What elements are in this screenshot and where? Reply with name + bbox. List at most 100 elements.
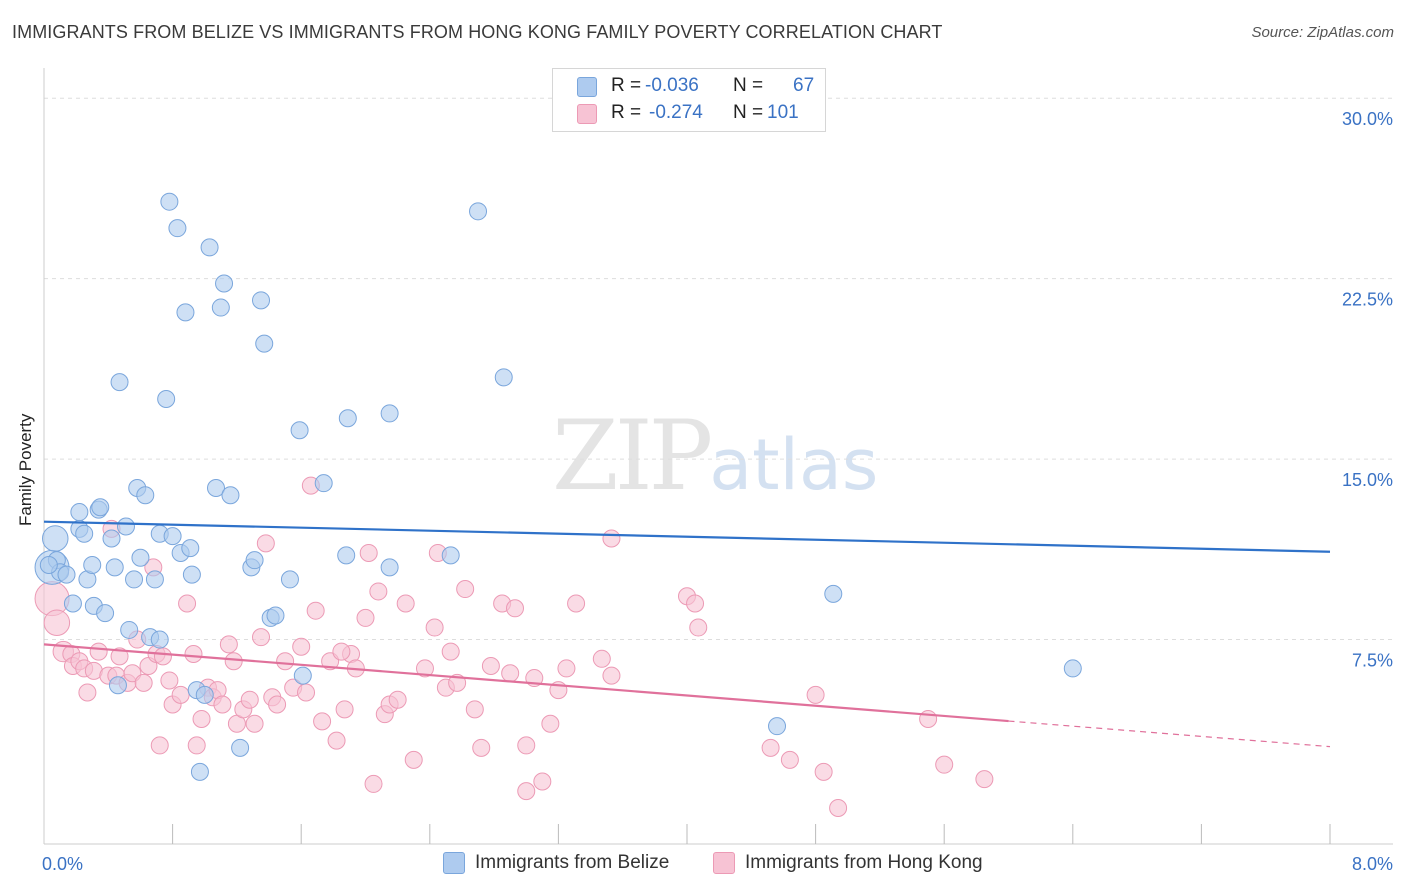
point-belize	[245, 551, 264, 570]
trend-line-hongkong	[43, 643, 1009, 723]
chart-title: IMMIGRANTS FROM BELIZE VS IMMIGRANTS FRO…	[12, 22, 943, 42]
point-belize	[207, 478, 226, 497]
point-hongkong	[245, 714, 264, 733]
point-belize	[195, 685, 214, 704]
point-hongkong	[110, 647, 129, 666]
point-hongkong	[192, 709, 211, 728]
y-tick-label: 30.0%	[1342, 109, 1393, 129]
series-hongkong-points	[34, 476, 994, 817]
point-belize	[96, 604, 115, 623]
legend-n-value: 101	[767, 102, 799, 123]
point-hongkong	[780, 750, 799, 769]
point-belize	[380, 558, 399, 577]
point-hongkong	[505, 599, 524, 618]
point-belize	[70, 503, 89, 522]
point-belize	[39, 555, 58, 574]
series-belize-points	[34, 192, 1082, 781]
point-hongkong	[134, 673, 153, 692]
bottom-legend-swatch-hongkong	[713, 852, 735, 874]
point-hongkong	[404, 750, 423, 769]
point-belize	[314, 474, 333, 493]
point-belize	[231, 738, 250, 757]
point-hongkong	[602, 666, 621, 685]
point-hongkong	[919, 709, 938, 728]
point-hongkong	[306, 601, 325, 620]
point-hongkong	[160, 671, 179, 690]
point-belize	[266, 606, 285, 625]
axes	[43, 68, 1393, 845]
point-hongkong	[481, 657, 500, 676]
point-hongkong	[557, 659, 576, 678]
trend-lines	[43, 520, 1331, 748]
point-belize	[824, 584, 843, 603]
legend-r-value: -0.036	[645, 75, 699, 96]
point-belize	[255, 334, 274, 353]
point-hongkong	[327, 731, 346, 750]
point-hongkong	[975, 770, 994, 789]
point-belize	[469, 202, 488, 221]
point-hongkong	[356, 608, 375, 627]
point-hongkong	[297, 683, 316, 702]
point-hongkong	[89, 642, 108, 661]
point-belize	[200, 238, 219, 257]
point-belize	[337, 546, 356, 565]
point-hongkong	[150, 736, 169, 755]
point-belize	[150, 630, 169, 649]
point-belize	[221, 486, 240, 505]
trend-line-hongkong-extrapolated	[1008, 720, 1331, 748]
point-hongkong	[292, 637, 311, 656]
point-belize	[176, 303, 195, 322]
point-hongkong	[153, 647, 172, 666]
x-tick-label: 0.0%	[42, 854, 83, 874]
point-hongkong	[268, 695, 287, 714]
point-hongkong	[256, 534, 275, 553]
point-belize	[145, 570, 164, 589]
point-hongkong	[541, 714, 560, 733]
point-hongkong	[335, 700, 354, 719]
point-hongkong	[517, 736, 536, 755]
point-belize	[116, 517, 135, 536]
legend-swatch-hongkong	[577, 104, 597, 124]
point-hongkong	[224, 652, 243, 671]
legend-r-label: R =	[611, 102, 642, 123]
point-belize	[120, 620, 139, 639]
point-belize	[290, 421, 309, 440]
point-hongkong	[219, 635, 238, 654]
bottom-legend-label-hongkong: Immigrants from Hong Kong	[745, 852, 983, 873]
point-belize	[131, 548, 150, 567]
point-hongkong	[441, 642, 460, 661]
legend-n-label: N =	[733, 75, 764, 96]
y-tick-label: 22.5%	[1342, 290, 1393, 310]
point-hongkong	[814, 762, 833, 781]
point-belize	[1063, 659, 1082, 678]
point-belize	[380, 404, 399, 423]
point-belize	[91, 498, 110, 517]
point-belize	[163, 527, 182, 546]
point-hongkong	[501, 664, 520, 683]
tick-labels: 7.5% 15.0% 22.5% 30.0% 0.0% 8.0%	[42, 109, 1393, 874]
point-hongkong	[686, 594, 705, 613]
point-hongkong	[240, 690, 259, 709]
point-belize	[157, 389, 176, 408]
point-belize	[494, 368, 513, 387]
point-belize	[280, 570, 299, 589]
point-hongkong	[396, 594, 415, 613]
point-hongkong	[415, 659, 434, 678]
point-hongkong	[592, 649, 611, 668]
y-tick-label: 15.0%	[1342, 470, 1393, 490]
point-belize	[102, 529, 121, 548]
point-hongkong	[761, 738, 780, 757]
point-belize	[441, 546, 460, 565]
point-hongkong	[276, 652, 295, 671]
x-tick-label: 8.0%	[1352, 854, 1393, 874]
point-hongkong	[533, 772, 552, 791]
point-hongkong	[78, 683, 97, 702]
source-credit: Source: ZipAtlas.com	[1251, 24, 1394, 41]
point-belize	[57, 565, 76, 584]
point-belize	[181, 539, 200, 558]
point-hongkong	[806, 685, 825, 704]
point-hongkong	[364, 774, 383, 793]
point-hongkong	[369, 582, 388, 601]
trend-line-belize	[43, 520, 1331, 553]
point-hongkong	[425, 618, 444, 637]
